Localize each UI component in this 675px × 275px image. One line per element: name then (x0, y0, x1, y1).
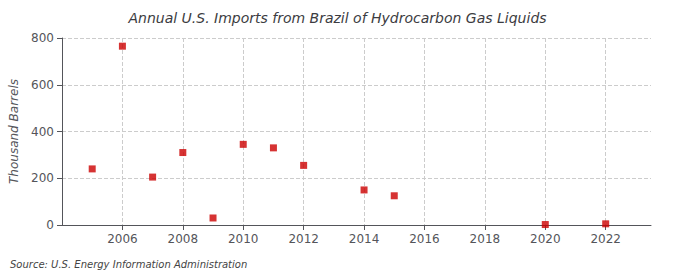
svg-text:Annual U.S. Imports from Brazi: Annual U.S. Imports from Brazil of Hydro… (127, 10, 546, 26)
svg-text:2010: 2010 (228, 232, 259, 246)
svg-text:2016: 2016 (409, 232, 440, 246)
svg-text:0: 0 (46, 218, 54, 232)
svg-text:800: 800 (31, 31, 54, 45)
svg-text:2022: 2022 (590, 232, 621, 246)
svg-text:400: 400 (31, 125, 54, 139)
svg-text:2014: 2014 (349, 232, 380, 246)
svg-text:200: 200 (31, 171, 54, 185)
svg-text:2008: 2008 (168, 232, 199, 246)
svg-text:2020: 2020 (530, 232, 561, 246)
svg-text:2006: 2006 (107, 232, 138, 246)
svg-text:2012: 2012 (288, 232, 319, 246)
svg-text:2018: 2018 (470, 232, 501, 246)
svg-text:Source: U.S. Energy Informatio: Source: U.S. Energy Information Administ… (10, 259, 247, 270)
svg-text:Thousand Barrels: Thousand Barrels (7, 79, 21, 184)
svg-text:600: 600 (31, 78, 54, 92)
